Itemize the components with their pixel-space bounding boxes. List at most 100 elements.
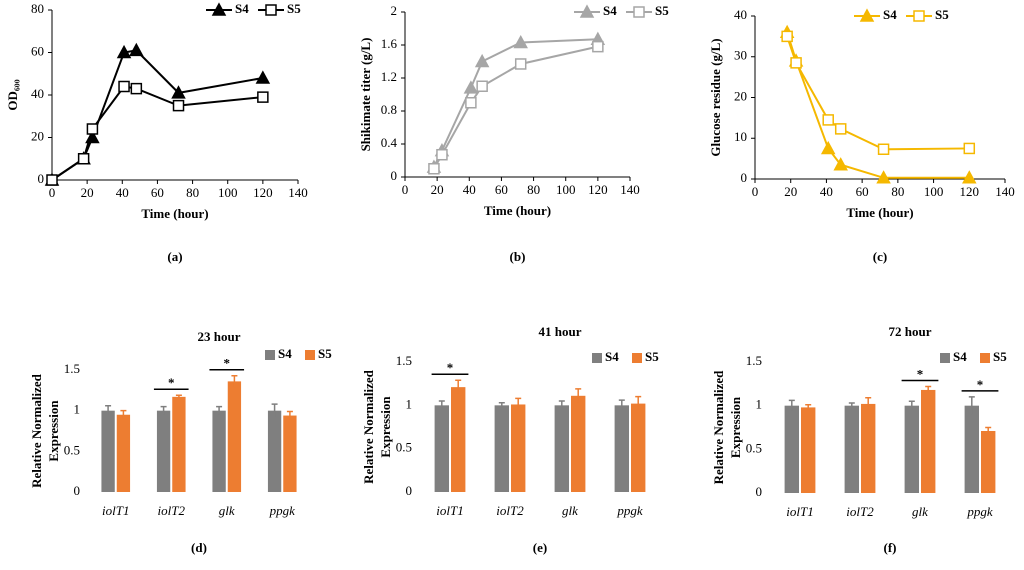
x-tick-label: iolT1 [102,503,129,518]
legend-label: S4 [235,1,249,16]
error-bar [175,394,182,399]
series-line [51,85,263,181]
x-tick-label: 140 [995,184,1015,199]
x-tick-label: 120 [960,184,980,199]
x-tick-label: 40 [116,185,129,200]
point [592,40,604,53]
bar [861,403,876,493]
bar [981,430,996,493]
bar [571,395,586,492]
bar [212,410,226,492]
y-tick-label: 1.6 [381,36,398,51]
legend-marker [633,6,645,18]
legend-label: S5 [645,349,659,364]
point [963,142,976,155]
y-axis-label: OD₆₀₀ [5,79,20,110]
bar [101,410,115,492]
error-bar [286,410,293,420]
y-axis-label: Expression [728,396,743,458]
error-bar [618,399,625,411]
x-tick-label: 80 [891,184,904,199]
x-tick-label: 80 [186,185,199,200]
significance-label: * [168,375,175,390]
bar [267,410,282,492]
point [86,123,99,135]
bar [283,415,297,492]
point [513,34,528,49]
y-tick-label: 1 [74,402,81,417]
bar [964,405,979,493]
significance-label: * [977,377,984,392]
series-line [786,32,970,179]
legend-swatch [592,353,602,363]
x-tick-label: iolT2 [496,503,524,518]
legend-label: S5 [318,346,332,361]
series-line [786,36,970,151]
point [129,42,144,57]
chart-title: 72 hour [889,324,932,339]
legend-marker [265,4,277,16]
error-bar [968,396,975,415]
x-tick-label: 40 [463,182,476,197]
bar [921,389,936,493]
x-tick-label: 0 [402,182,409,197]
x-axis-label: Time (hour) [484,203,551,218]
x-tick-label: 100 [218,185,238,200]
x-tick-label: 60 [856,184,869,199]
y-axis-label: Relative Normalized [29,373,44,487]
error-bar [216,405,223,415]
panel-label: (e) [533,540,547,555]
legend-marker [211,2,227,16]
y-axis-label: Shikimate titer (g/L) [358,38,373,152]
panel-label: (f) [884,540,897,555]
error-bar [788,399,795,411]
error-bar [985,426,992,435]
y-tick-label: 1 [406,396,413,411]
legend-label: S4 [278,346,292,361]
y-tick-label: 80 [31,1,44,16]
x-tick-label: 20 [784,184,797,199]
error-bar [575,388,582,403]
legend-marker [913,10,925,22]
x-tick-label: 100 [924,184,944,199]
y-tick-label: 10 [734,129,747,144]
error-bar [498,401,505,408]
y-tick-label: 1.5 [64,361,80,376]
point [781,30,793,43]
y-tick-label: 1.2 [381,69,397,84]
x-tick-label: 120 [588,182,608,197]
y-axis-label: Expression [378,396,393,458]
y-tick-label: 0.5 [64,442,80,457]
x-tick-label: 0 [49,185,56,200]
point [171,85,186,99]
significance-label: * [224,356,231,371]
bar [801,407,816,493]
y-tick-label: 40 [734,7,747,22]
y-tick-label: 30 [734,48,747,63]
error-bar [231,374,238,388]
error-bar [271,403,278,418]
point [465,97,477,109]
point [257,91,269,103]
bar [116,414,131,492]
y-tick-label: 1 [756,397,763,412]
bar [172,396,186,492]
error-bar [635,395,642,411]
legend-marker [579,4,595,18]
legend-label: S5 [993,349,1007,364]
bar [434,405,449,492]
y-tick-label: 0 [391,168,398,183]
y-tick-label: 0 [756,484,763,499]
y-tick-label: 2 [391,3,398,18]
y-tick-label: 0.4 [381,135,398,150]
error-bar [120,409,127,419]
y-tick-label: 0 [741,170,748,185]
bar [451,387,466,492]
panel-label: (d) [191,540,207,555]
x-tick-label: 20 [431,182,444,197]
panel-label: (a) [167,249,182,264]
x-axis-label: Time (hour) [141,206,208,221]
point [962,170,977,184]
legend-swatch [632,353,642,363]
